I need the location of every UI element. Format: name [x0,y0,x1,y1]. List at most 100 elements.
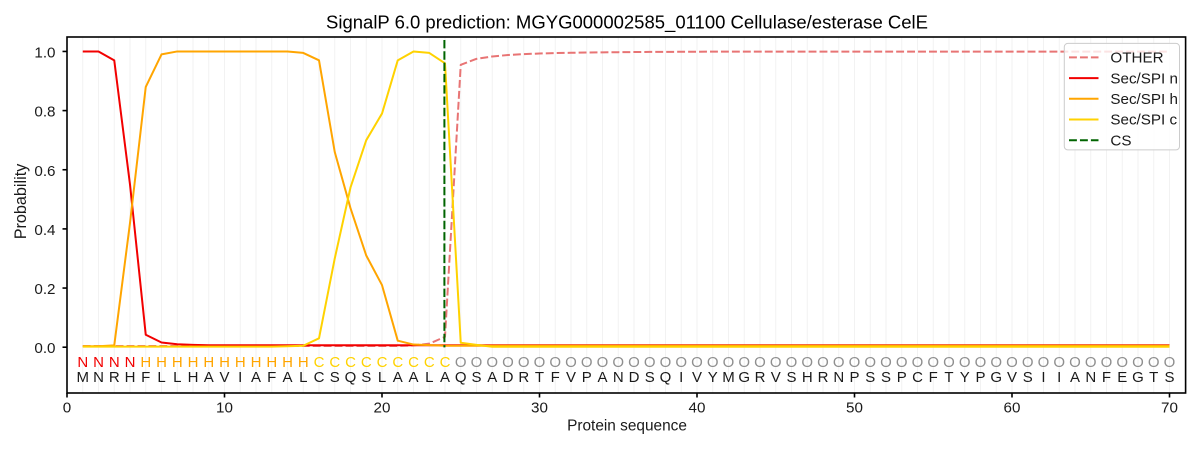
svg-text:A: A [408,369,418,386]
svg-text:60: 60 [1004,400,1021,417]
svg-text:A: A [251,369,261,386]
svg-text:Sec/SPI h: Sec/SPI h [1110,91,1178,108]
svg-text:S: S [865,369,875,386]
svg-text:H: H [188,354,199,371]
svg-text:O: O [1038,354,1050,371]
svg-text:O: O [691,354,703,371]
svg-text:N: N [93,369,104,386]
svg-text:A: A [393,369,403,386]
svg-text:M: M [722,369,735,386]
svg-text:H: H [188,369,199,386]
svg-text:O: O [581,354,593,371]
svg-text:O: O [518,354,530,371]
svg-text:O: O [959,354,971,371]
svg-text:L: L [173,369,181,386]
svg-text:OTHER: OTHER [1110,50,1163,67]
svg-text:C: C [408,354,419,371]
svg-text:SignalP 6.0 prediction: MGYG00: SignalP 6.0 prediction: MGYG000002585_01… [326,12,928,34]
svg-text:T: T [944,369,953,386]
svg-text:O: O [628,354,640,371]
svg-text:O: O [612,354,624,371]
svg-text:Protein sequence: Protein sequence [567,417,687,434]
svg-text:I: I [238,369,242,386]
svg-text:O: O [1022,354,1034,371]
svg-text:G: G [990,369,1002,386]
svg-text:H: H [802,369,813,386]
svg-text:V: V [566,369,576,386]
svg-text:S: S [330,369,340,386]
svg-text:R: R [818,369,829,386]
svg-text:O: O [770,354,782,371]
svg-text:0: 0 [63,400,71,417]
svg-text:CS: CS [1110,132,1131,149]
svg-text:S: S [786,369,796,386]
svg-text:C: C [440,354,451,371]
svg-text:Y: Y [960,369,970,386]
svg-text:Y: Y [708,369,718,386]
svg-text:F: F [1102,369,1111,386]
svg-text:P: P [975,369,985,386]
svg-text:O: O [943,354,955,371]
svg-text:Sec/SPI c: Sec/SPI c [1110,112,1177,129]
svg-text:O: O [1132,354,1144,371]
svg-text:O: O [849,354,861,371]
svg-text:O: O [1006,354,1018,371]
svg-text:O: O [455,354,467,371]
svg-text:0.2: 0.2 [34,281,55,298]
svg-text:O: O [1101,354,1113,371]
svg-text:O: O [597,354,609,371]
svg-text:O: O [1085,354,1097,371]
svg-text:I: I [1041,369,1045,386]
svg-text:10: 10 [216,400,233,417]
svg-text:0.4: 0.4 [34,222,55,239]
svg-text:O: O [817,354,829,371]
svg-text:H: H [266,354,277,371]
svg-text:I: I [1057,369,1061,386]
svg-text:R: R [755,369,766,386]
svg-text:R: R [109,369,120,386]
svg-text:O: O [675,354,687,371]
svg-text:H: H [140,354,151,371]
svg-text:O: O [896,354,908,371]
svg-text:O: O [723,354,735,371]
svg-text:S: S [361,369,371,386]
svg-text:O: O [864,354,876,371]
svg-text:0.8: 0.8 [34,104,55,121]
svg-text:C: C [314,354,325,371]
svg-text:O: O [502,354,514,371]
svg-text:L: L [299,369,307,386]
svg-text:L: L [157,369,165,386]
svg-text:0.0: 0.0 [34,340,55,357]
svg-text:50: 50 [846,400,863,417]
svg-text:V: V [1007,369,1017,386]
svg-text:N: N [93,354,104,371]
svg-text:Q: Q [455,369,467,386]
svg-text:A: A [1070,369,1080,386]
svg-text:S: S [881,369,891,386]
svg-text:O: O [1116,354,1128,371]
svg-text:T: T [535,369,544,386]
svg-text:R: R [518,369,529,386]
svg-text:O: O [534,354,546,371]
svg-text:C: C [377,354,388,371]
svg-text:C: C [329,354,340,371]
svg-text:S: S [471,369,481,386]
svg-text:H: H [172,354,183,371]
svg-text:O: O [927,354,939,371]
svg-text:H: H [203,354,214,371]
svg-text:P: P [897,369,907,386]
svg-text:O: O [754,354,766,371]
svg-text:F: F [551,369,560,386]
svg-text:Probability: Probability [12,163,30,239]
svg-text:D: D [629,369,640,386]
svg-text:O: O [833,354,845,371]
svg-text:P: P [582,369,592,386]
svg-text:H: H [251,354,262,371]
svg-text:M: M [77,369,90,386]
svg-text:N: N [1085,369,1096,386]
svg-text:O: O [1148,354,1160,371]
svg-text:V: V [219,369,229,386]
svg-text:O: O [486,354,498,371]
svg-text:A: A [597,369,607,386]
svg-text:T: T [1149,369,1158,386]
